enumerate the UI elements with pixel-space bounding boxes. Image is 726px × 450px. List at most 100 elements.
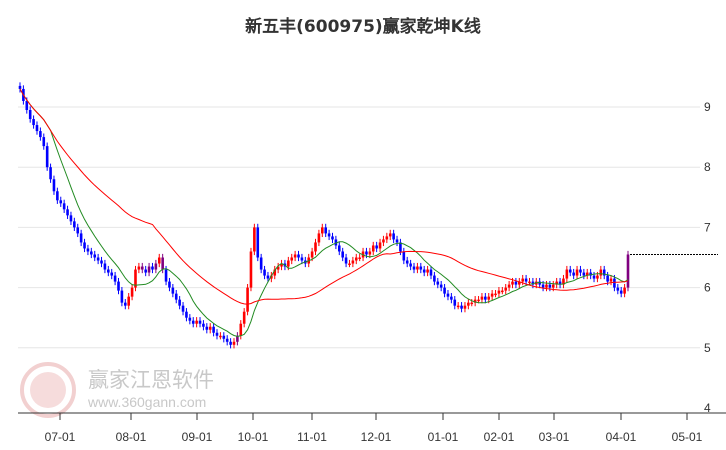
candle-body xyxy=(599,269,603,276)
candle-body xyxy=(344,257,348,264)
candle-body xyxy=(450,296,453,300)
candle-body xyxy=(368,251,372,255)
candle-body xyxy=(239,323,243,336)
candle-body xyxy=(185,311,188,318)
candle-body xyxy=(229,341,232,345)
candle-body xyxy=(378,242,382,249)
candle-body xyxy=(161,257,164,270)
candle-body xyxy=(35,125,39,132)
candle-body xyxy=(409,263,412,267)
candle-body xyxy=(626,254,630,288)
candle-body xyxy=(242,311,246,324)
candle-body xyxy=(147,266,151,273)
candle-body xyxy=(123,302,127,306)
candle-body xyxy=(371,245,375,252)
candle-body xyxy=(171,287,175,294)
candle-body xyxy=(439,284,443,288)
candle-body xyxy=(351,260,355,264)
candle-body xyxy=(100,260,103,264)
candle-body xyxy=(399,242,402,252)
candle-body xyxy=(473,299,477,303)
candle-body xyxy=(215,332,219,336)
candle-body xyxy=(334,239,338,246)
candle-body xyxy=(259,257,263,270)
candle-body xyxy=(518,281,521,285)
x-tick-label: 11-01 xyxy=(297,430,327,444)
candle-body xyxy=(154,263,158,270)
candle-body xyxy=(93,254,97,258)
candle-body xyxy=(337,245,341,252)
candle-body xyxy=(551,284,555,288)
candle-body xyxy=(606,275,609,282)
candle-body xyxy=(222,335,226,339)
x-tick-label: 08-01 xyxy=(116,430,147,444)
candle-body xyxy=(293,254,297,258)
candle-body xyxy=(130,287,134,297)
candle-body xyxy=(280,263,283,267)
ma-short-line xyxy=(19,88,629,337)
candle-body xyxy=(504,287,508,291)
candle-body xyxy=(249,251,253,288)
x-tick-label: 12-01 xyxy=(361,430,392,444)
candle-body xyxy=(555,281,558,285)
candle-body xyxy=(79,233,83,243)
candle-body xyxy=(110,272,114,276)
candle-body xyxy=(113,275,117,282)
candle-body xyxy=(151,266,154,270)
candle-body xyxy=(579,269,582,273)
candle-body xyxy=(497,290,501,294)
candle-body xyxy=(558,281,562,285)
candle-body xyxy=(422,269,426,273)
candle-body xyxy=(191,320,195,324)
candle-body xyxy=(273,269,277,276)
y-tick-label: 6 xyxy=(704,281,711,295)
candle-body xyxy=(623,287,626,294)
x-tick-label: 07-01 xyxy=(45,430,76,444)
candle-body xyxy=(290,257,294,261)
y-tick-label: 8 xyxy=(704,160,711,174)
x-tick-label: 10-01 xyxy=(238,430,269,444)
candle-body xyxy=(514,281,518,285)
candle-body xyxy=(541,284,545,288)
candle-body xyxy=(62,203,66,210)
candle-body xyxy=(609,278,613,282)
candle-body xyxy=(531,281,535,285)
candle-body xyxy=(375,245,378,249)
candle-body xyxy=(208,326,212,330)
candle-body xyxy=(39,131,42,138)
candle-body xyxy=(429,269,433,276)
candle-body xyxy=(602,269,606,276)
y-tick-label: 7 xyxy=(704,220,711,234)
candle-body xyxy=(477,299,480,302)
candle-body xyxy=(412,266,416,270)
candle-body xyxy=(300,257,304,261)
candle-body xyxy=(144,269,147,273)
candle-body xyxy=(568,269,572,273)
candle-body xyxy=(246,287,249,312)
candle-body xyxy=(324,227,327,234)
candle-body xyxy=(270,275,273,279)
candle-body xyxy=(511,281,514,285)
candle-body xyxy=(83,242,86,249)
candle-body xyxy=(18,85,22,89)
candle-body xyxy=(470,302,474,305)
candle-body xyxy=(287,260,290,267)
x-tick-label: 03-01 xyxy=(539,430,570,444)
x-tick-label: 04-01 xyxy=(606,430,637,444)
y-tick-label: 4 xyxy=(704,401,711,415)
candle-body xyxy=(467,302,470,306)
candle-body xyxy=(453,299,457,306)
candle-body xyxy=(134,269,137,288)
candle-body xyxy=(613,278,616,288)
candle-body xyxy=(436,281,440,285)
candle-body xyxy=(310,251,314,258)
candle-body xyxy=(405,260,409,264)
x-tick-label: 01-01 xyxy=(428,430,459,444)
x-tick-label: 05-01 xyxy=(672,430,703,444)
candle-body xyxy=(195,320,198,324)
candle-body xyxy=(484,296,487,300)
candle-body xyxy=(103,263,107,270)
candle-body xyxy=(524,278,528,282)
candle-body xyxy=(69,215,73,222)
